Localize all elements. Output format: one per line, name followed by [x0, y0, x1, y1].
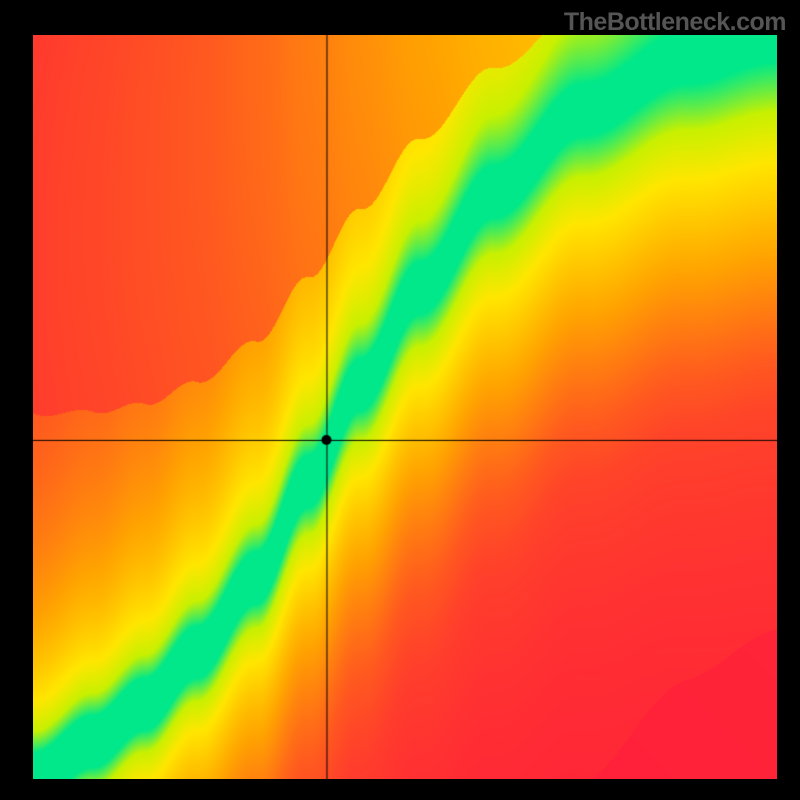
heatmap-canvas — [33, 35, 777, 779]
watermark-text: TheBottleneck.com — [564, 8, 786, 37]
chart-container: TheBottleneck.com — [0, 0, 800, 800]
